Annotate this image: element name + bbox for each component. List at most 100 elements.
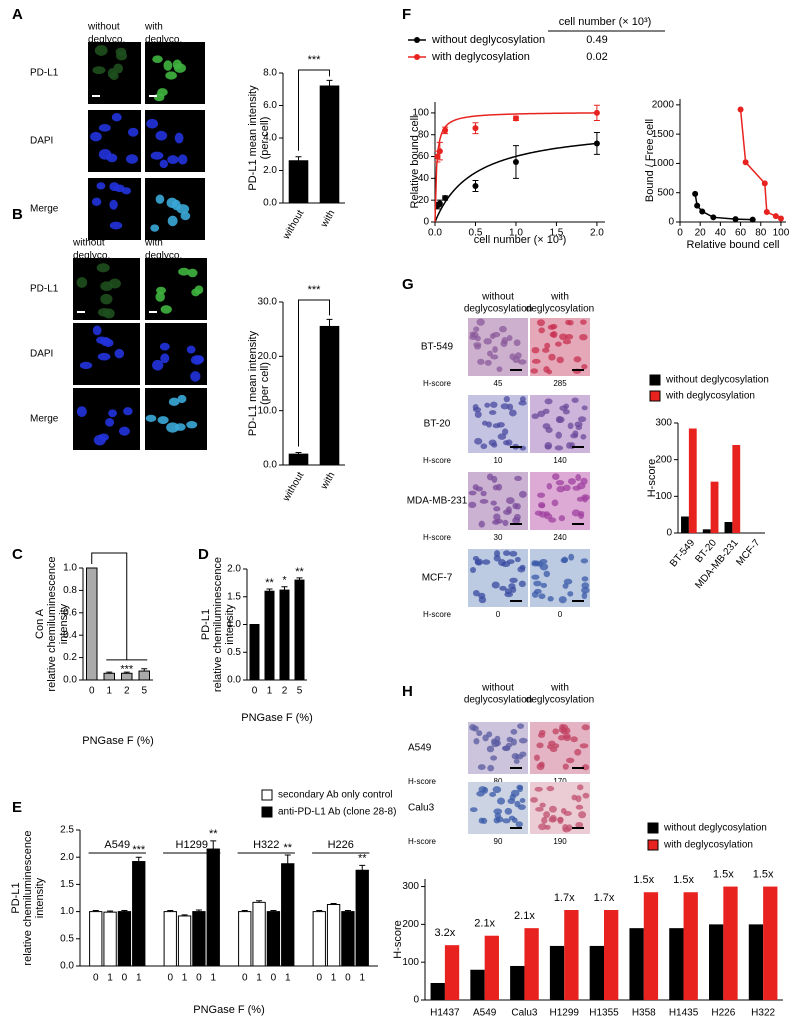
- x-tick-label: 5: [141, 686, 147, 697]
- row-label: Merge: [30, 414, 59, 425]
- cell: [113, 63, 124, 74]
- row-label: DAPI: [30, 136, 53, 147]
- cell: [492, 519, 500, 525]
- cell: [503, 509, 512, 515]
- cell: [470, 807, 478, 813]
- point: [442, 127, 449, 134]
- cell: [481, 420, 488, 426]
- bar: [288, 453, 309, 466]
- x-tick-label: H322: [751, 1008, 775, 1019]
- cell: [575, 821, 584, 828]
- row-label: MCF-7: [422, 573, 453, 584]
- fold-change: 1.5x: [753, 868, 774, 880]
- error-bar: [295, 156, 302, 161]
- cell: [76, 406, 87, 417]
- cell: [547, 596, 554, 602]
- point: [593, 140, 600, 147]
- error-bar: [270, 910, 277, 912]
- cell: [492, 346, 498, 353]
- cell: [531, 346, 540, 354]
- y-tick-label: 100: [412, 108, 429, 119]
- cell: [504, 807, 513, 815]
- column-header: deglyco.: [88, 35, 125, 46]
- score-label: H-score: [423, 456, 452, 465]
- y-axis-label: (per cell): [259, 362, 271, 405]
- h-score: 0: [558, 610, 563, 619]
- cell: [542, 347, 550, 353]
- point: [512, 115, 519, 122]
- cell: [190, 371, 201, 382]
- cell: [108, 409, 117, 418]
- x-tick-label: 2: [282, 686, 288, 697]
- cell: [490, 401, 498, 408]
- cell: [581, 364, 588, 370]
- column-header: deglyco.: [145, 251, 182, 262]
- legend-label: with deglycosylation: [431, 51, 530, 63]
- bar: [430, 982, 445, 1000]
- legend-swatch: [261, 789, 273, 801]
- cell: [476, 318, 485, 326]
- y-tick-label: 2.0: [227, 564, 241, 575]
- h-score: 30: [494, 533, 503, 542]
- h-score: 45: [494, 379, 503, 388]
- cell: [518, 400, 527, 406]
- cell: [581, 405, 588, 411]
- cell: [581, 576, 589, 582]
- cell: [573, 356, 582, 363]
- y-tick-label: 0: [668, 217, 674, 228]
- cell: [568, 553, 575, 561]
- y-axis-label: H-score: [392, 920, 404, 959]
- y-tick-label: 40: [418, 173, 430, 184]
- legend-swatch: [647, 822, 659, 834]
- x-tick-label: 100: [773, 228, 790, 239]
- cell: [484, 402, 491, 408]
- x-tick-label: 1: [267, 686, 273, 697]
- cell: [488, 410, 497, 415]
- y-tick-label: 6.0: [263, 100, 277, 111]
- cell: [544, 513, 553, 520]
- cell: [518, 490, 527, 498]
- fold-change: 2.1x: [474, 918, 495, 930]
- error-bar: [141, 668, 148, 672]
- cell: [157, 416, 169, 425]
- x-tick-label: 1: [359, 973, 365, 984]
- x-tick-label: 1.5: [549, 228, 563, 239]
- h-score: 0: [496, 610, 501, 619]
- cell: [546, 369, 553, 375]
- cell: [97, 352, 111, 361]
- cell: [105, 418, 115, 427]
- cell: [546, 785, 555, 792]
- cell: [504, 588, 512, 595]
- cell: [552, 473, 560, 480]
- cell: [557, 816, 564, 823]
- cell: [536, 319, 545, 327]
- cell: [167, 155, 179, 165]
- y-tick-label: 100: [402, 957, 419, 968]
- point: [512, 159, 519, 165]
- cell: [544, 444, 552, 450]
- panel-label: D: [198, 546, 209, 563]
- cell: [576, 482, 586, 490]
- column-header: deglycosylation: [526, 304, 594, 315]
- cell: [547, 324, 556, 330]
- y-tick-label: 1000: [652, 158, 675, 169]
- cell: [150, 224, 160, 232]
- cell: [570, 433, 579, 439]
- x-tick-label: 1: [136, 973, 142, 984]
- cell: [567, 319, 574, 326]
- cell: [506, 559, 515, 565]
- cell: [478, 786, 487, 793]
- cell: [493, 554, 501, 562]
- cell: [155, 291, 165, 302]
- bar: [484, 935, 499, 1000]
- cell: [103, 338, 114, 347]
- point: [472, 183, 479, 189]
- row-label: Merge: [30, 204, 59, 215]
- cell: [514, 556, 521, 563]
- cell: [472, 484, 479, 491]
- point: [472, 125, 479, 132]
- cell: [531, 413, 540, 420]
- legend-swatch: [261, 806, 273, 818]
- cell: [581, 587, 590, 594]
- cell: [159, 342, 170, 351]
